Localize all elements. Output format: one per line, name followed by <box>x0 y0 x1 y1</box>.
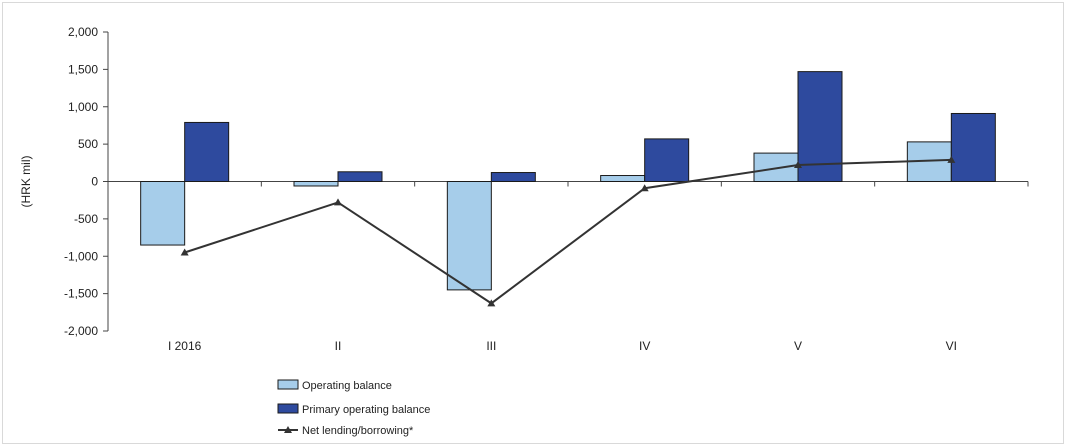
x-category-label: IV <box>639 339 650 353</box>
y-tick-label: 2,000 <box>68 25 98 39</box>
net-lending-marker <box>334 198 342 206</box>
bar-primary-operating-balance <box>184 121 230 183</box>
bar-primary-operating-balance <box>490 172 536 182</box>
x-category-label: VI <box>946 339 957 353</box>
y-tick-label: 1,500 <box>68 62 98 76</box>
line-series <box>180 155 956 307</box>
bar-primary-operating-balance <box>950 112 996 182</box>
bar-operating-balance <box>140 181 186 246</box>
bar-primary-operating-balance <box>337 171 383 183</box>
y-tick-label: 500 <box>78 137 98 151</box>
y-tick-label: -500 <box>74 212 98 226</box>
net-lending-marker <box>487 299 496 307</box>
legend-swatch <box>277 379 299 390</box>
y-tick-label: 0 <box>91 175 98 189</box>
y-tick-label: -2,000 <box>64 324 98 338</box>
legend-label: Primary operating balance <box>302 404 430 416</box>
x-category-label: I 2016 <box>168 339 202 353</box>
bar-primary-operating-balance <box>644 138 690 182</box>
axes <box>103 31 1029 332</box>
y-tick-label: -1,000 <box>64 249 98 263</box>
axis-labels: 2,000 1,500 1,000 500 0 -500 -1,000 -1,500 -2,00… <box>19 25 957 353</box>
legend-label: Net lending/borrowing* <box>302 425 414 437</box>
x-category-label: III <box>486 339 496 353</box>
net-lending-line <box>184 158 952 305</box>
net-lending-marker <box>947 155 956 163</box>
bar-operating-balance <box>753 152 799 183</box>
net-lending-marker <box>640 184 649 192</box>
net-lending-marker <box>180 248 189 256</box>
x-category-label: V <box>794 339 802 353</box>
legend-label: Operating balance <box>302 380 392 392</box>
legend: Operating balance Primary operating balan… <box>277 379 430 437</box>
y-axis-title: (HRK mil) <box>19 156 33 208</box>
y-tick-label: -1,500 <box>64 287 98 301</box>
x-category-label: II <box>335 339 342 353</box>
legend-marker <box>284 426 292 433</box>
bar-operating-balance <box>446 181 492 291</box>
y-tick-label: 1,000 <box>68 100 98 114</box>
legend-swatch <box>277 403 299 414</box>
bar-operating-balance <box>600 175 646 183</box>
bars <box>140 71 996 291</box>
bar-operating-balance <box>293 181 339 187</box>
net-lending-marker <box>794 161 802 169</box>
